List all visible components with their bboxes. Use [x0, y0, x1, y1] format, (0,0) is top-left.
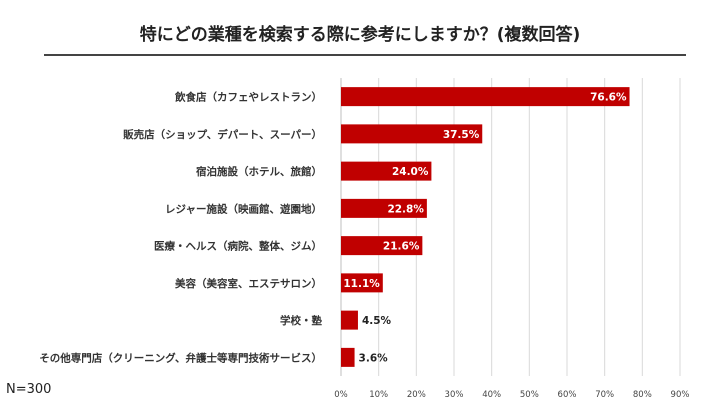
category-labels: 飲食店（カフェやレストラン） 販売店（ショップ、デパート、スーパー） 宿泊施設（ホテ… — [39, 91, 322, 365]
value-label: 4.5% — [362, 315, 392, 327]
bar — [341, 198, 427, 218]
sample-size-label: N=300 — [6, 382, 52, 397]
bar — [341, 161, 432, 181]
value-label: 24.0% — [392, 166, 429, 178]
category-label: 医療・ヘルス（病院、整体、ジム） — [154, 240, 322, 253]
category-label: レジャー施設（映画館、遊園地） — [165, 202, 322, 215]
x-tick-label: 80% — [633, 390, 652, 400]
bar — [341, 347, 355, 367]
category-label: 美容（美容室、エステサロン） — [175, 277, 322, 290]
x-tick-label: 60% — [558, 390, 577, 400]
x-axis-ticks: 0% 10% 20% 30% 40% 50% 60% 70% 80% 90% — [334, 390, 689, 400]
value-label: 3.6% — [359, 352, 389, 364]
bar — [341, 87, 630, 107]
x-tick-label: 30% — [445, 390, 464, 400]
value-label: 21.6% — [383, 241, 420, 253]
bars — [341, 87, 630, 367]
value-label: 22.8% — [387, 203, 424, 215]
value-labels: 76.6% 37.5% 24.0% 22.8% 21.6% 11.1% 4.5% 3.6% — [343, 92, 627, 365]
chart-title: 特にどの業種を検索する際に参考にしますか？(複数回答) — [139, 25, 581, 45]
x-tick-label: 70% — [595, 390, 614, 400]
bar — [341, 310, 358, 330]
category-label: 飲食店（カフェやレストラン） — [174, 91, 322, 104]
category-label: その他専門店（クリーニング、弁護士等専門技術サービス） — [39, 351, 322, 364]
title-divider — [44, 54, 686, 56]
x-tick-label: 20% — [407, 390, 426, 400]
value-label: 37.5% — [443, 129, 480, 141]
bar — [341, 236, 423, 256]
x-tick-label: 40% — [482, 390, 501, 400]
x-tick-label: 90% — [671, 390, 690, 400]
value-label: 11.1% — [343, 278, 380, 290]
category-label: 学校・塾 — [280, 314, 322, 327]
grid-layer — [340, 78, 681, 376]
bar — [341, 273, 383, 293]
category-label: 販売店（ショップ、デパート、スーパー） — [123, 128, 322, 141]
x-tick-label: 10% — [369, 390, 388, 400]
x-tick-label: 0% — [334, 390, 348, 400]
bar — [341, 124, 483, 144]
category-label: 宿泊施設（ホテル、旅館） — [196, 165, 322, 178]
x-tick-label: 50% — [520, 390, 539, 400]
value-label: 76.6% — [590, 92, 627, 104]
